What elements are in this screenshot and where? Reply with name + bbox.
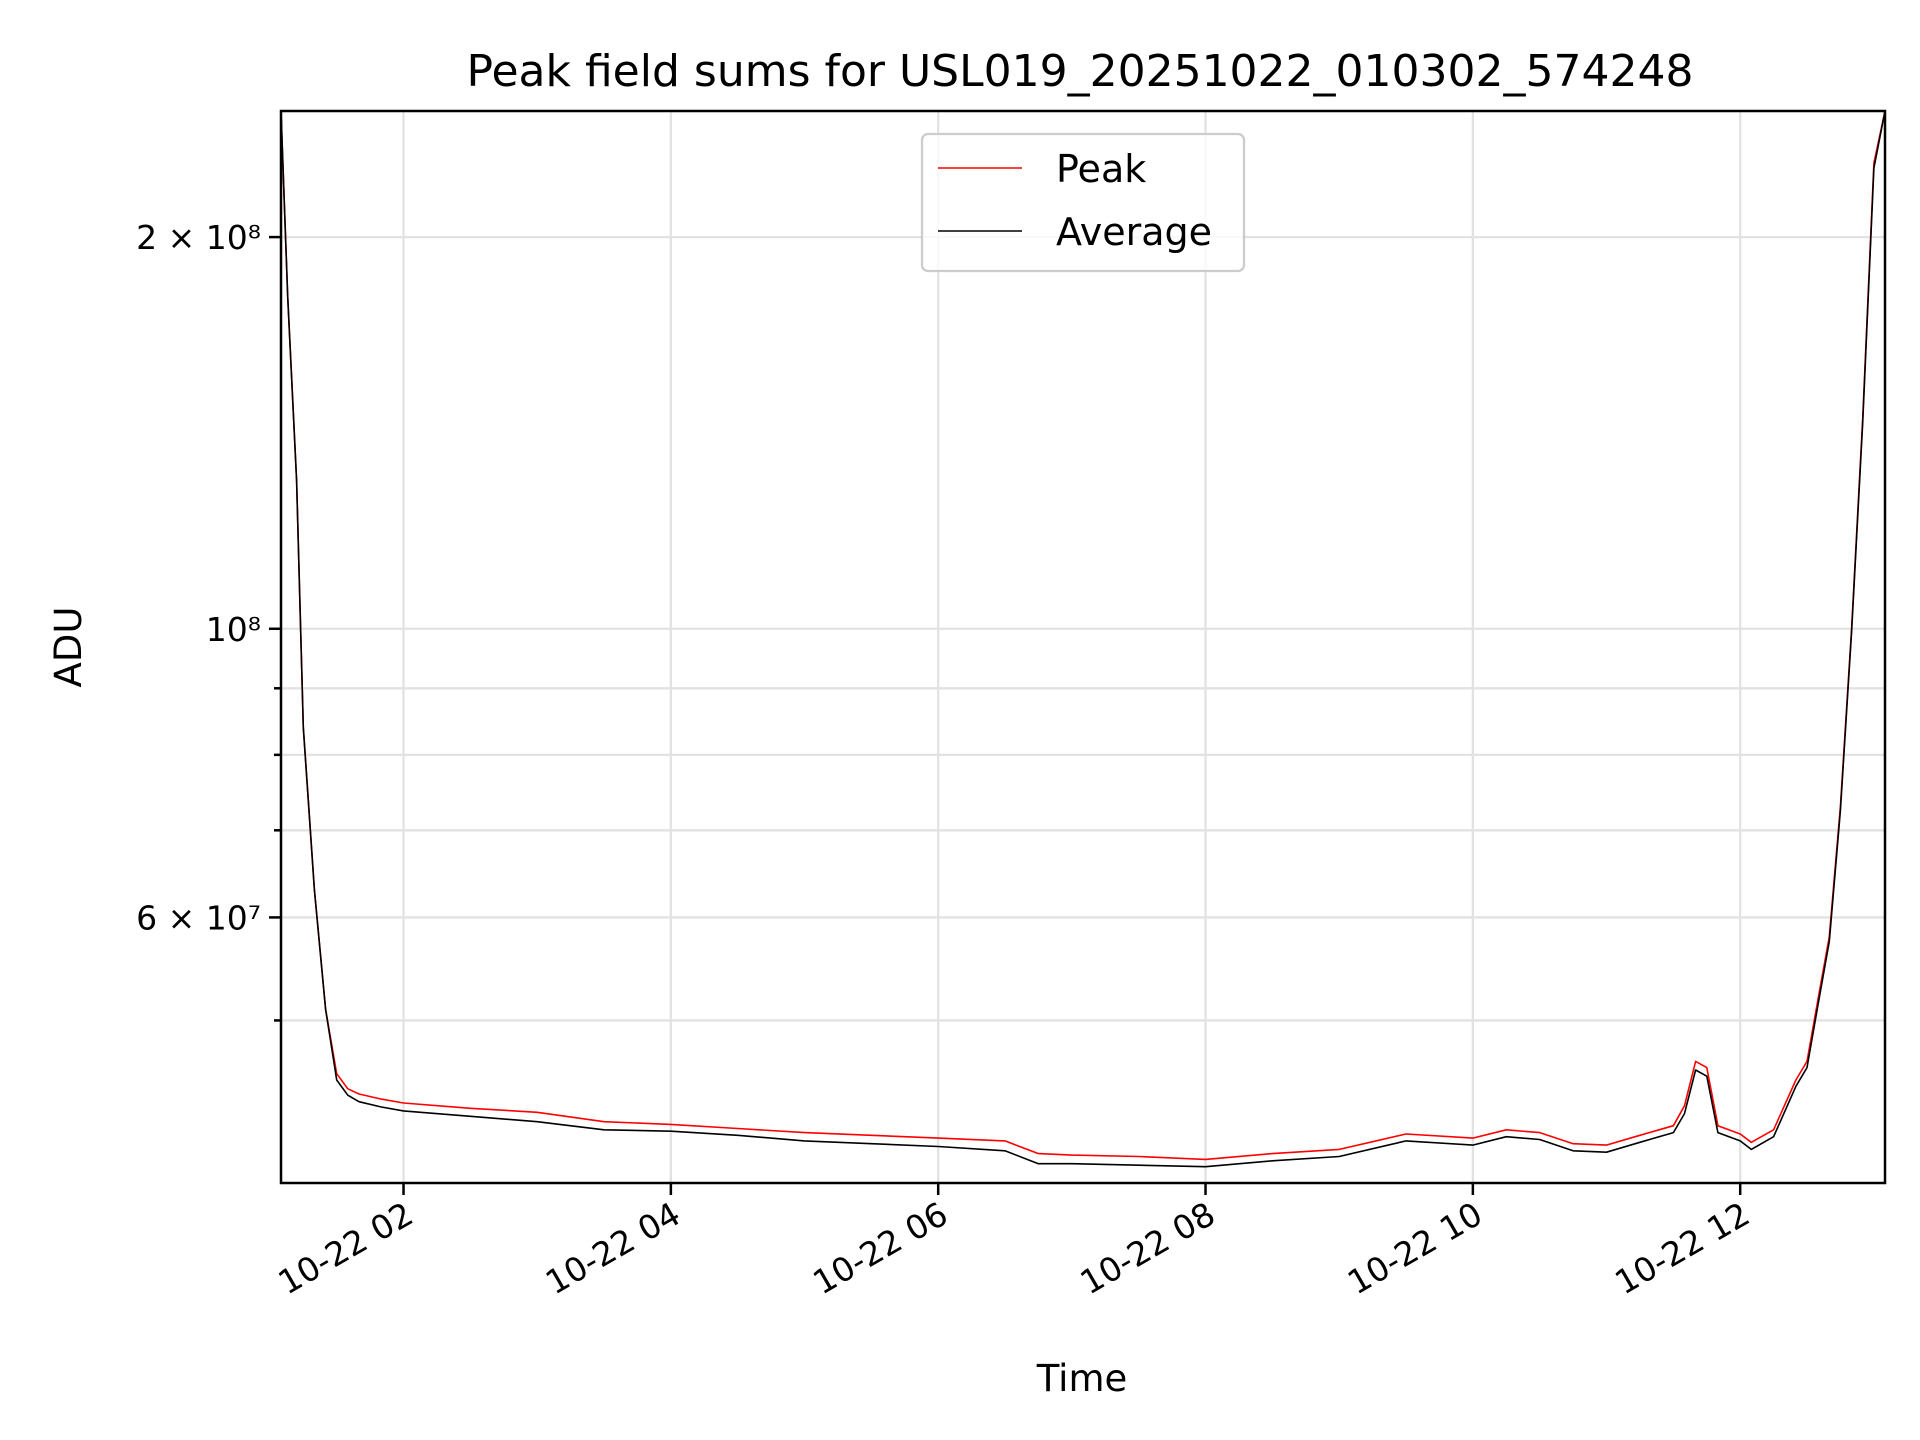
y-axis-ticks: 2 × 10⁸ 10⁸ 6 × 10⁷ bbox=[136, 218, 281, 1022]
x-axis-label: Time bbox=[1036, 1357, 1128, 1400]
series-line-average bbox=[281, 111, 1885, 1168]
y-axis-label: ADU bbox=[47, 607, 90, 688]
x-tick-label: 10-22 06 bbox=[806, 1194, 954, 1302]
legend-peak-label: Peak bbox=[1056, 147, 1146, 191]
legend: Peak Average bbox=[920, 132, 1246, 273]
y-tick-label: 10⁸ bbox=[206, 610, 261, 649]
x-tick-label: 10-22 04 bbox=[539, 1194, 687, 1302]
x-tick-label: 10-22 10 bbox=[1341, 1194, 1489, 1302]
y-tick-label: 2 × 10⁸ bbox=[136, 218, 261, 257]
legend-average-label: Average bbox=[1056, 210, 1212, 254]
grid bbox=[281, 111, 1885, 1183]
chart-title: Peak field sums for USL019_20251022_0103… bbox=[467, 46, 1694, 97]
series-line-peak bbox=[281, 111, 1885, 1161]
x-tick-label: 10-22 02 bbox=[272, 1194, 420, 1302]
plot-series bbox=[281, 111, 1885, 1168]
plot-frame bbox=[279, 109, 1887, 1185]
y-tick-label: 6 × 10⁷ bbox=[136, 898, 261, 937]
x-tick-label: 10-22 12 bbox=[1608, 1194, 1756, 1302]
x-tick-label: 10-22 08 bbox=[1074, 1194, 1222, 1302]
x-axis-ticks: 10-22 02 10-22 04 10-22 06 10-22 08 10-22 10… bbox=[272, 1183, 1756, 1302]
